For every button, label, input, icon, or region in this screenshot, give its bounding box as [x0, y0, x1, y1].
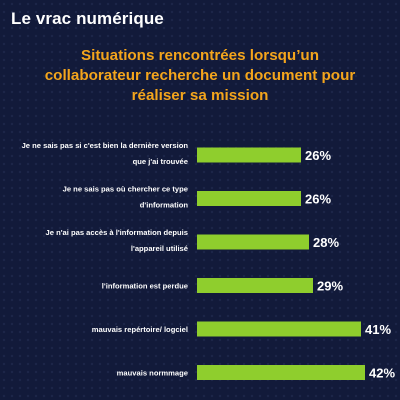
value-label: 29%	[317, 279, 343, 294]
category-label: Je n'ai pas accès à l'information depuis	[46, 228, 188, 237]
category-label: l'information est perdue	[102, 282, 188, 291]
bar	[197, 321, 361, 337]
category-label: l'appareil utilisé	[131, 244, 188, 253]
category-label: mauvais normmage	[117, 369, 188, 378]
brand-title: Le vrac numérique	[11, 9, 164, 28]
bar	[197, 278, 313, 293]
category-label: d'information	[140, 201, 189, 210]
chart-title-line: réaliser sa mission	[131, 87, 269, 104]
category-label: mauvais repértoire/ logciel	[92, 325, 188, 334]
chart-title-line: Situations rencontrées lorsqu’un	[81, 47, 319, 64]
value-label: 42%	[369, 366, 395, 381]
category-label: Je ne sais pas si c'est bien la dernière…	[22, 141, 189, 150]
category-label: Je ne sais pas où chercher ce type	[63, 185, 188, 194]
bar	[197, 234, 309, 250]
chart-title-line: collaborateur recherche un document pour	[44, 67, 356, 84]
value-label: 28%	[313, 235, 339, 250]
value-label: 26%	[305, 192, 331, 207]
bar	[197, 147, 301, 163]
category-label: que j'ai trouvée	[133, 157, 188, 166]
bar	[197, 365, 365, 380]
chart-title: Situations rencontrées lorsqu’un collabo…	[30, 46, 370, 106]
value-label: 26%	[305, 148, 331, 163]
value-label: 41%	[365, 322, 391, 337]
bar	[197, 191, 301, 206]
